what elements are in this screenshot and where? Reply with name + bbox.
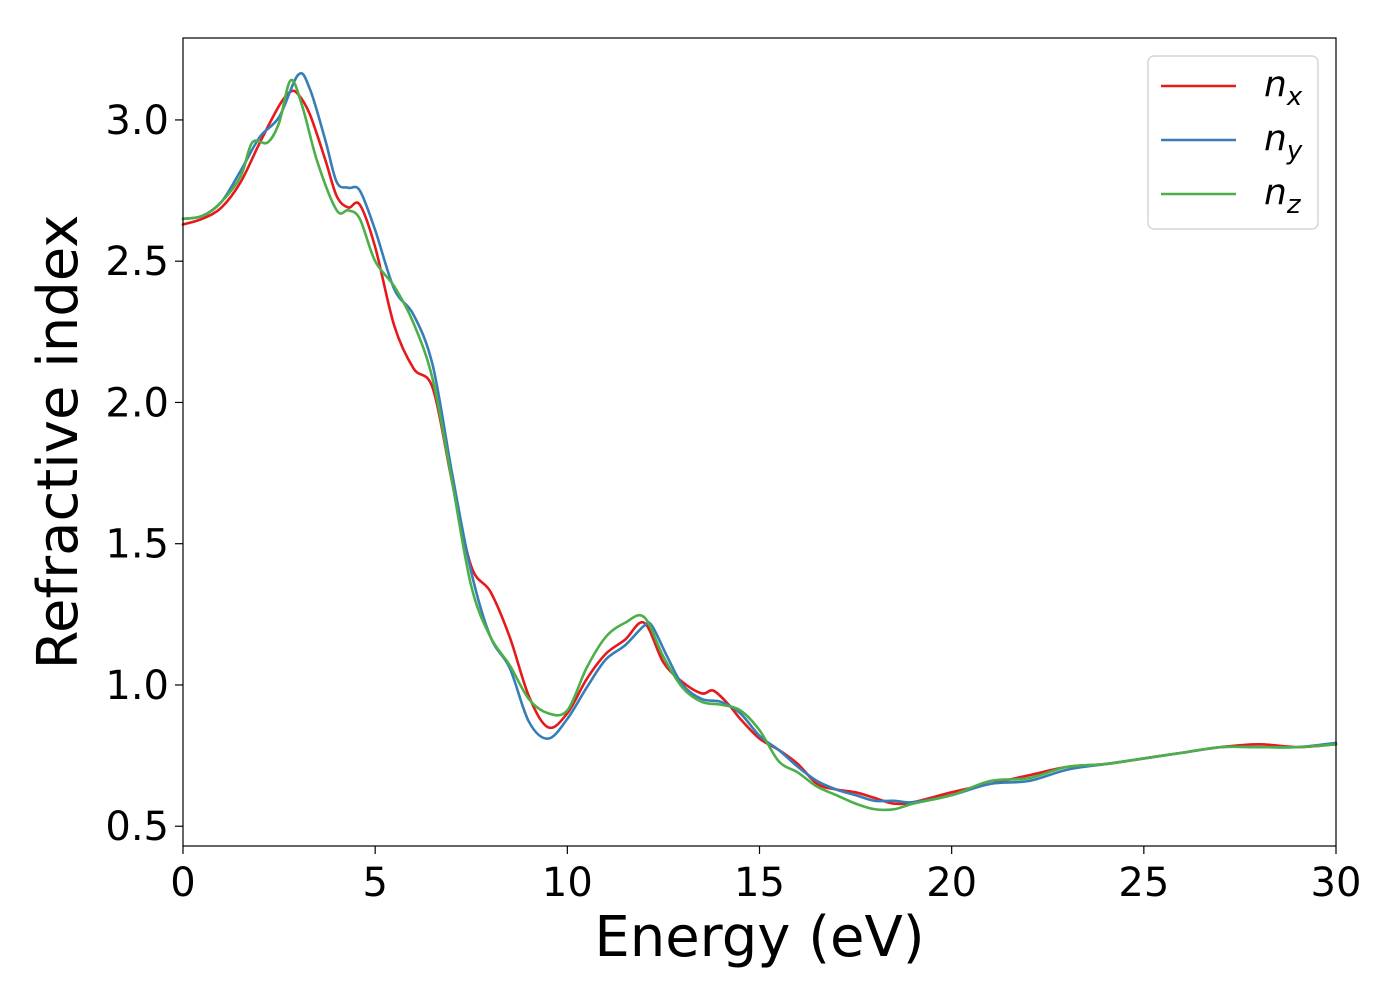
y-tick-label: 1.0 [105, 663, 169, 709]
y-tick-label: 2.5 [105, 239, 169, 285]
legend-label-base: n [1264, 172, 1287, 213]
x-tick-label: 5 [362, 860, 387, 906]
legend-label-y: ny [1264, 118, 1303, 166]
legend-label-subscript: z [1286, 190, 1302, 220]
x-tick-label: 15 [734, 860, 785, 906]
x-axis-ticks: 0 5 10 15 20 25 30 [170, 846, 1361, 906]
legend-label-base: n [1264, 118, 1287, 159]
legend-frame [1147, 55, 1319, 230]
y-tick-label: 0.5 [105, 804, 169, 850]
x-axis-label: Energy (eV) [594, 905, 924, 970]
legend-label-x: nx [1264, 64, 1303, 112]
x-tick-label: 25 [1118, 860, 1169, 906]
x-tick-label: 20 [926, 860, 977, 906]
legend-label-z: nz [1264, 172, 1302, 220]
y-axis-label: Refractive index [26, 215, 91, 670]
y-tick-label: 2.0 [105, 380, 169, 426]
series-line-y [181, 72, 1338, 804]
legend-label-base: n [1264, 64, 1287, 105]
y-tick-label: 3.0 [105, 98, 169, 144]
x-tick-label: 0 [170, 860, 195, 906]
legend-label-subscript: y [1286, 136, 1303, 166]
y-axis-ticks: 0.5 1.0 1.5 2.0 2.5 3.0 [105, 98, 183, 850]
series-line-z [181, 78, 1338, 812]
x-tick-label: 10 [542, 860, 593, 906]
series-layer [181, 72, 1338, 812]
legend-label-subscript: x [1286, 82, 1303, 112]
x-tick-label: 30 [1311, 860, 1362, 906]
y-tick-label: 1.5 [105, 522, 169, 568]
